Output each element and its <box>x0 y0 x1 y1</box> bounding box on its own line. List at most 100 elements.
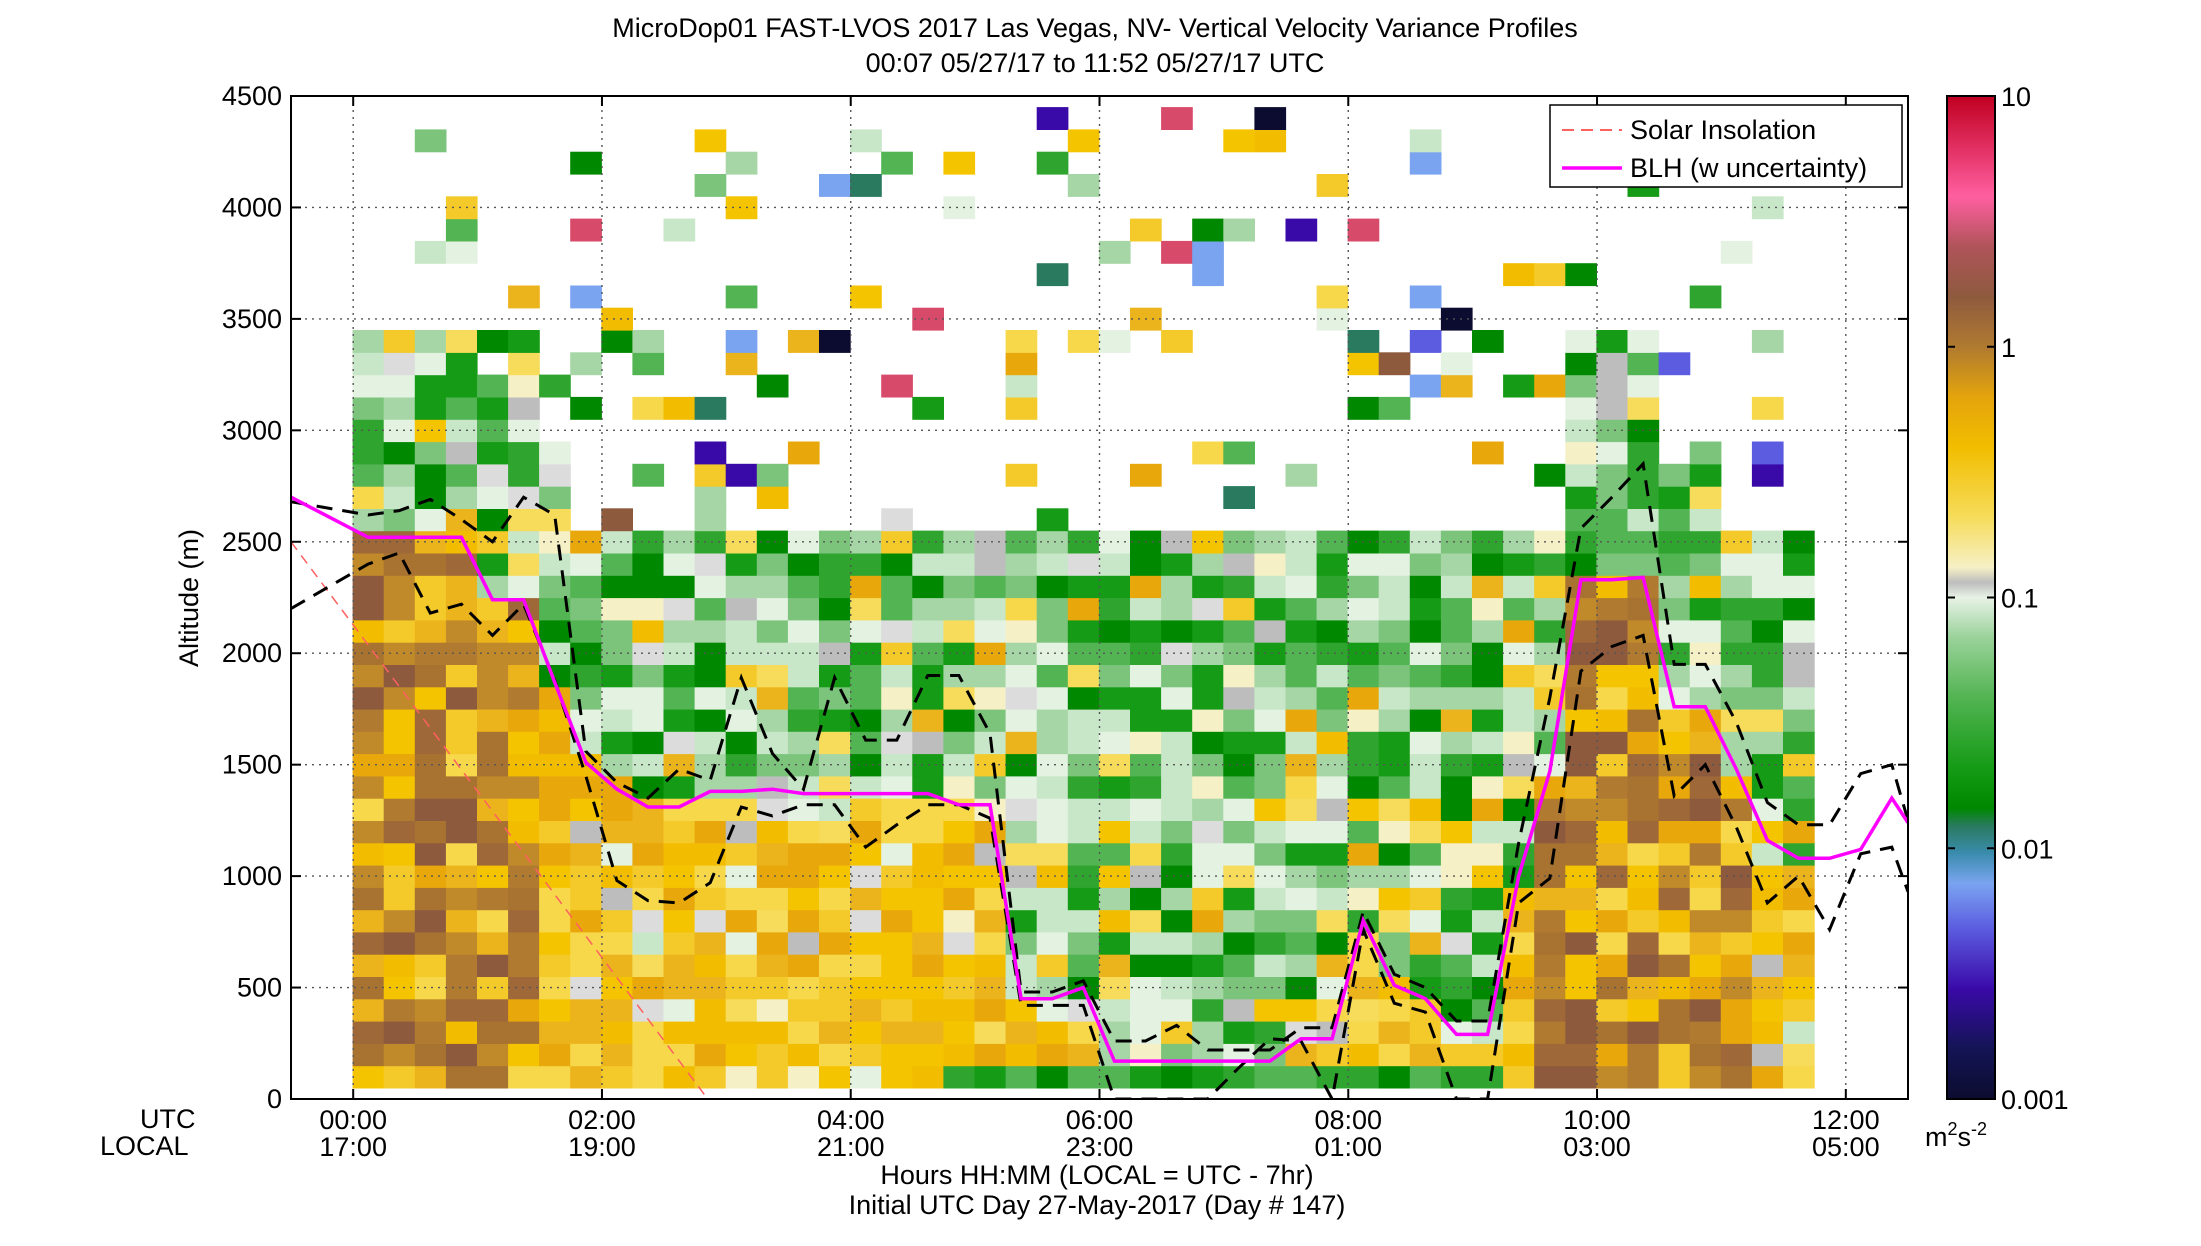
heatmap-cell <box>974 619 1007 643</box>
heatmap-cell <box>943 708 976 732</box>
heatmap-cell <box>1347 998 1380 1022</box>
heatmap-cell <box>1005 1021 1038 1044</box>
heatmap-cell <box>1316 820 1349 844</box>
heatmap-cell <box>1503 976 1535 1000</box>
heatmap-cell <box>352 798 385 821</box>
heatmap-cell <box>1347 218 1380 242</box>
heatmap-cell <box>508 1043 540 1067</box>
heatmap-cell <box>1285 218 1318 242</box>
heatmap-cell <box>1347 842 1380 866</box>
heatmap-cell <box>1161 1021 1193 1044</box>
heatmap-cell <box>850 820 882 844</box>
heatmap-cell <box>445 552 478 576</box>
heatmap-cell <box>1565 396 1597 420</box>
heatmap-cell <box>1316 931 1349 955</box>
heatmap-cell <box>881 151 913 175</box>
heatmap-cell <box>1098 954 1131 977</box>
heatmap-cell <box>414 686 447 710</box>
x-tick-label-utc: 00:00 <box>319 1105 387 1135</box>
heatmap-cell <box>1130 887 1162 911</box>
heatmap-cell <box>539 931 571 955</box>
heatmap-cell <box>1285 731 1318 755</box>
heatmap-cell <box>1565 1021 1597 1044</box>
heatmap-cell <box>1720 887 1753 911</box>
heatmap-cell <box>1161 1065 1193 1089</box>
heatmap-cell <box>1440 530 1473 554</box>
heatmap-cell <box>663 731 696 755</box>
heatmap-cell <box>601 1043 633 1067</box>
heatmap-cell <box>1534 820 1566 844</box>
heatmap-cell <box>756 1043 789 1067</box>
heatmap-cell <box>508 352 540 376</box>
heatmap-cell <box>1689 686 1722 710</box>
heatmap-cell <box>601 575 633 599</box>
heatmap-cell <box>1440 842 1473 866</box>
heatmap-cell <box>819 552 851 576</box>
heatmap-cell <box>756 530 789 554</box>
heatmap-cell <box>1254 798 1287 821</box>
heatmap-cell <box>1223 798 1255 821</box>
heatmap-cell <box>1192 664 1224 688</box>
heatmap-cell <box>632 330 665 353</box>
heatmap-cell <box>601 307 633 331</box>
heatmap-cell <box>1098 909 1131 933</box>
heatmap-cell <box>383 330 416 353</box>
heatmap-cell <box>352 1065 385 1089</box>
heatmap-cell <box>756 842 789 866</box>
heatmap-cell <box>1316 530 1349 554</box>
heatmap-cell <box>1440 887 1473 911</box>
heatmap-cell <box>1751 1043 1784 1067</box>
heatmap-cell <box>1036 909 1069 933</box>
heatmap-cell <box>1223 129 1255 153</box>
heatmap-cell <box>1503 708 1535 732</box>
heatmap-cell <box>1005 330 1038 353</box>
heatmap-cell <box>508 998 540 1022</box>
heatmap-cell <box>1440 1065 1473 1089</box>
heatmap-cell <box>787 441 820 465</box>
heatmap-cell <box>850 619 882 643</box>
heatmap-cell <box>1751 575 1784 599</box>
heatmap-cell <box>694 552 727 576</box>
heatmap-cell <box>352 486 385 509</box>
heatmap-cell <box>570 931 602 955</box>
heatmap-cell <box>1098 575 1131 599</box>
heatmap-cell <box>1689 619 1722 643</box>
heatmap-cell <box>881 552 913 576</box>
heatmap-cell <box>1596 775 1629 799</box>
heatmap-cell <box>383 976 416 1000</box>
heatmap-cell <box>1098 708 1131 732</box>
heatmap-cell <box>601 508 633 532</box>
heatmap-cell <box>1161 686 1193 710</box>
heatmap-cell <box>1223 575 1255 599</box>
heatmap-cell <box>1720 664 1753 688</box>
heatmap-cell <box>383 1021 416 1044</box>
heatmap-cell <box>1254 708 1287 732</box>
heatmap-cell <box>1658 575 1691 599</box>
heatmap-cell <box>725 151 758 175</box>
heatmap-cell <box>1783 1065 1815 1089</box>
heatmap-cell <box>1440 686 1473 710</box>
heatmap-cell <box>1751 664 1784 688</box>
heatmap-cell <box>850 954 882 977</box>
heatmap-cell <box>539 753 571 777</box>
heatmap-cell <box>1783 887 1815 911</box>
heatmap-cell <box>725 976 758 1000</box>
heatmap-cell <box>1503 1021 1535 1044</box>
blh-lines <box>291 460 1908 1099</box>
heatmap-cell <box>1596 708 1629 732</box>
heatmap-cell <box>383 998 416 1022</box>
heatmap-cell <box>1689 575 1722 599</box>
heatmap-cell <box>477 931 509 955</box>
heatmap-cell <box>1036 931 1069 955</box>
heatmap-cell <box>1161 597 1193 621</box>
heatmap-cell <box>1689 909 1722 933</box>
heatmap-cell <box>570 820 602 844</box>
heatmap-cell <box>1658 597 1691 621</box>
heatmap-cell <box>1098 330 1131 353</box>
heatmap-cell <box>601 909 633 933</box>
heatmap-cell <box>1223 664 1255 688</box>
heatmap-cell <box>1285 575 1318 599</box>
heatmap-cell <box>1440 575 1473 599</box>
heatmap-cell <box>445 575 478 599</box>
heatmap-cell <box>414 396 447 420</box>
